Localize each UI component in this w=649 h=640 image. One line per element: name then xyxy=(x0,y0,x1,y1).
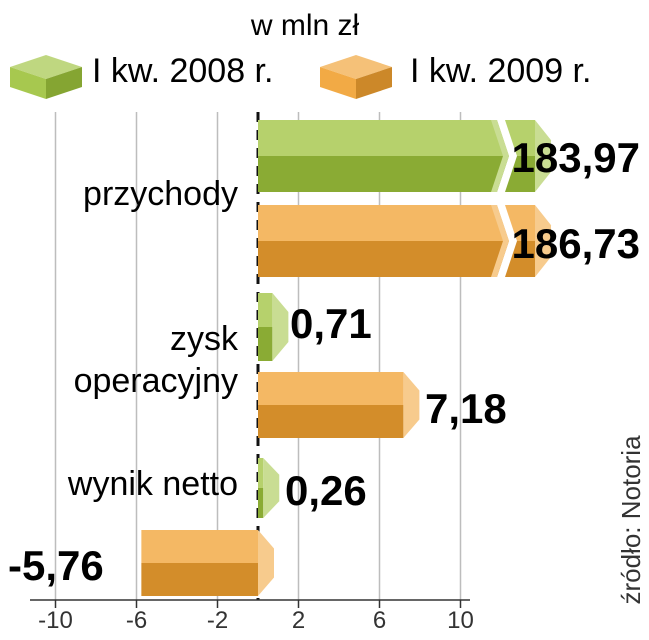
tick-label: 2 xyxy=(292,607,305,634)
x-axis-ticks: -10 -6 -2 2 6 10 xyxy=(30,599,474,634)
category-label: wynik netto xyxy=(67,465,238,503)
bar xyxy=(258,372,420,438)
legend-label: I kw. 2008 r. xyxy=(92,52,273,90)
bar xyxy=(141,530,274,596)
legend: I kw. 2008 r. I kw. 2009 r. xyxy=(10,52,591,99)
category-label: operacyjny xyxy=(74,362,238,400)
tick-label: -2 xyxy=(207,607,228,634)
bars xyxy=(141,120,551,596)
bar xyxy=(258,120,551,192)
legend-label: I kw. 2009 r. xyxy=(410,52,591,90)
legend-item: I kw. 2008 r. xyxy=(10,52,273,99)
value-label: -5,76 xyxy=(8,542,104,589)
source-note: źródło: Notoria xyxy=(616,435,646,605)
tick-label: 10 xyxy=(447,607,474,634)
bar xyxy=(258,458,280,518)
tick-label: 6 xyxy=(373,607,386,634)
value-label: 0,71 xyxy=(290,300,372,347)
bar xyxy=(258,205,551,277)
value-label: 7,18 xyxy=(425,385,507,432)
value-label: 183,97 xyxy=(512,134,640,181)
value-label: 186,73 xyxy=(512,220,640,267)
bar xyxy=(258,293,289,361)
unit-title: w mln zł xyxy=(250,9,360,42)
category-label: zysk xyxy=(170,320,239,358)
tick-label: -6 xyxy=(126,607,147,634)
category-label: przychody xyxy=(83,175,238,213)
value-label: 0,26 xyxy=(285,467,367,514)
labels: 183,97 186,73 przychody 0,71 7,18 zysk operacy… xyxy=(8,134,640,589)
tick-label: -10 xyxy=(38,607,73,634)
legend-item: I kw. 2009 r. xyxy=(320,52,591,99)
